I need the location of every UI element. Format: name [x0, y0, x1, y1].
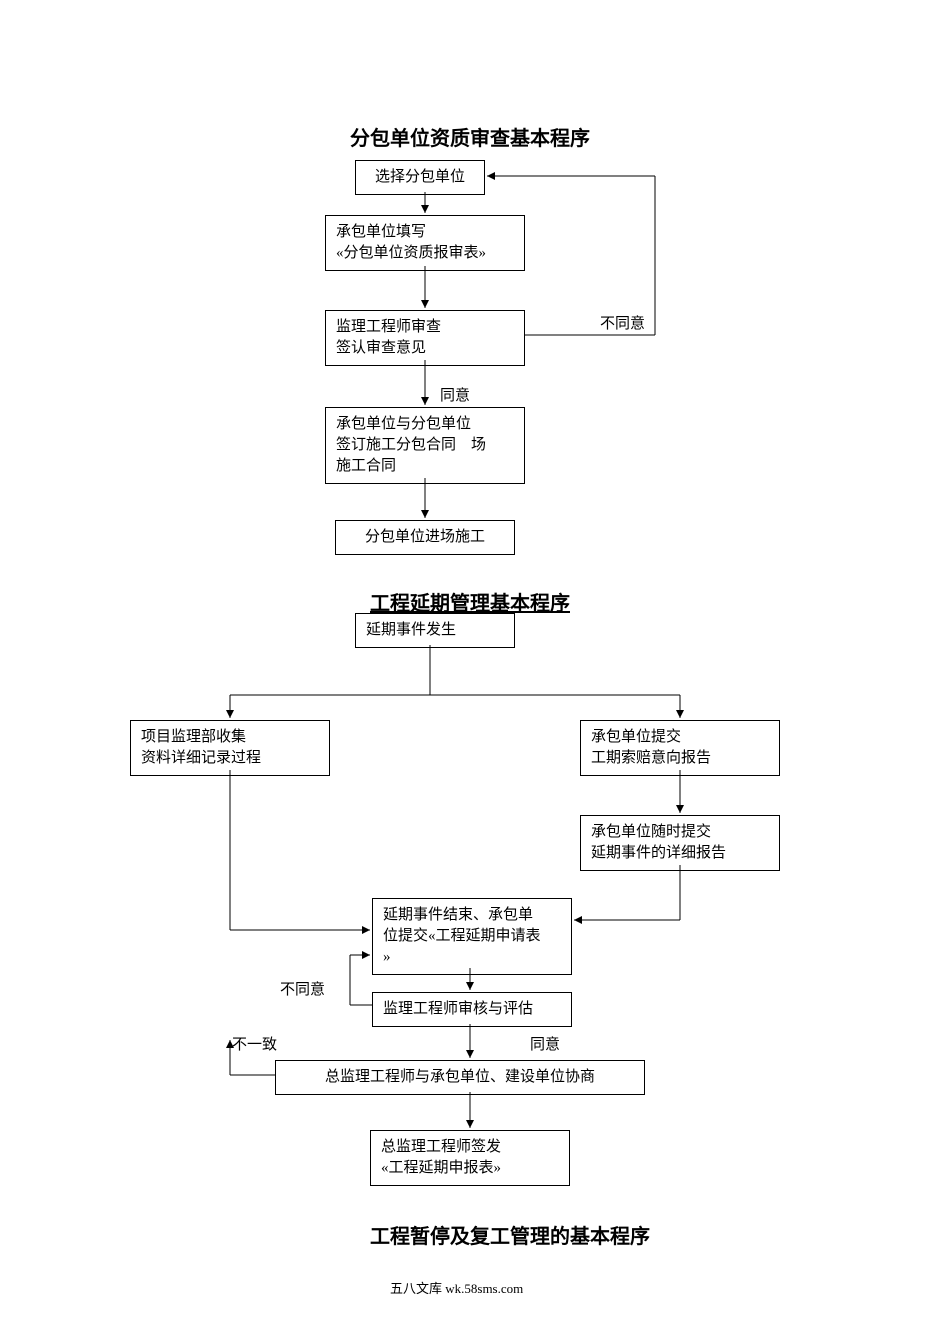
title-3: 工程暂停及复工管理的基本程序: [350, 1220, 670, 1249]
label-agree-2: 同意: [530, 1033, 560, 1054]
label-disagree-2: 不同意: [280, 978, 325, 999]
node-chief-issue: 总监理工程师签发 «工程延期申报表»: [370, 1130, 570, 1186]
node-text-line1: 项目监理部收集: [141, 729, 246, 745]
footer-text: 五八文库 wk.58sms.com: [390, 1278, 523, 1297]
node-chief-negotiate: 总监理工程师与承包单位、建设单位协商: [275, 1060, 645, 1095]
node-select-subcontractor: 选择分包单位: [355, 160, 485, 195]
node-text-line2: «分包单位资质报审表»: [336, 245, 486, 261]
node-text-line2: 资料详细记录过程: [141, 750, 261, 766]
node-text-line3: »: [383, 949, 391, 965]
node-sign-contract: 承包单位与分包单位 签订施工分包合同 场 施工合同: [325, 407, 525, 484]
node-supervisor-review: 监理工程师审查 签认审查意见: [325, 310, 525, 366]
node-fill-form: 承包单位填写 «分包单位资质报审表»: [325, 215, 525, 271]
label-disagree-1: 不同意: [600, 312, 645, 333]
node-enter-construction: 分包单位进场施工: [335, 520, 515, 555]
node-text-line1: 承包单位提交: [591, 729, 681, 745]
node-text-line1: 承包单位填写: [336, 224, 426, 240]
node-text-line1: 承包单位随时提交: [591, 824, 711, 840]
node-text-line1: 承包单位与分包单位: [336, 416, 471, 432]
node-text-line3: 施工合同: [336, 458, 396, 474]
node-text: 监理工程师审核与评估: [383, 1001, 533, 1017]
node-submit-extension-request: 延期事件结束、承包单 位提交«工程延期申请表 »: [372, 898, 572, 975]
label-inconsistent: 不一致: [232, 1033, 277, 1054]
label-agree-1: 同意: [440, 384, 470, 405]
node-submit-detail-report: 承包单位随时提交 延期事件的详细报告: [580, 815, 780, 871]
node-text-line2: 签认审查意见: [336, 340, 426, 356]
node-text-line2: 延期事件的详细报告: [591, 845, 726, 861]
node-text-line2: «工程延期申报表»: [381, 1160, 501, 1176]
node-text: 延期事件发生: [366, 622, 456, 638]
node-text-line1: 延期事件结束、承包单: [383, 907, 533, 923]
node-text: 分包单位进场施工: [365, 529, 485, 545]
title-1: 分包单位资质审查基本程序: [320, 122, 620, 151]
node-text: 总监理工程师与承包单位、建设单位协商: [325, 1069, 595, 1085]
node-text-line2: 工期索赔意向报告: [591, 750, 711, 766]
node-supervisor-evaluate: 监理工程师审核与评估: [372, 992, 572, 1027]
node-text-line2: 位提交«工程延期申请表: [383, 928, 541, 944]
node-collect-records: 项目监理部收集 资料详细记录过程: [130, 720, 330, 776]
node-submit-claim: 承包单位提交 工期索赔意向报告: [580, 720, 780, 776]
node-text-line1: 总监理工程师签发: [381, 1139, 501, 1155]
node-delay-event: 延期事件发生: [355, 613, 515, 648]
title-2: 工程延期管理基本程序: [350, 587, 590, 616]
node-text: 选择分包单位: [375, 169, 465, 185]
node-text-line2: 签订施工分包合同 场: [336, 437, 486, 453]
node-text-line1: 监理工程师审查: [336, 319, 441, 335]
